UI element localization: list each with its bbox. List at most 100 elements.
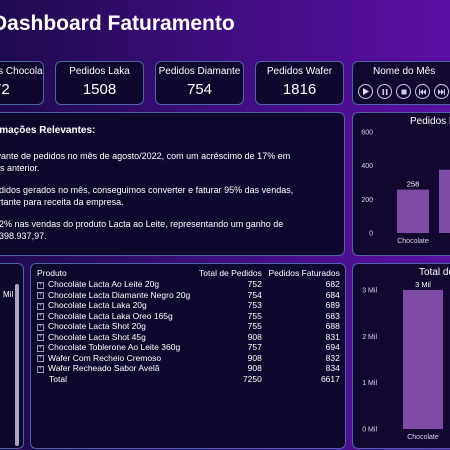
total-pedidos-cell: 752 [247,279,262,290]
pedidos-faturados-cell: 831 [325,331,340,342]
page-title: Dashboard Faturamento [0,12,235,35]
product-name: Chocolate Lacta Laka 20g [48,300,147,311]
y-tick-label: 400 [361,163,373,170]
pause-icon [382,88,387,95]
kpi-label: Pedidos Chocolate [0,66,43,77]
previous-button[interactable] [415,84,430,99]
table-row[interactable]: + Wafer Recheado Sabor Avelã 908 834 [37,363,340,374]
expand-icon[interactable]: + [37,281,44,289]
total-pedidos-cell: 755 [247,310,262,321]
x-tick-label: Chocolate [407,434,439,441]
column-header-total[interactable]: Total de Pedidos [199,267,262,278]
next-button[interactable] [434,84,449,99]
kpi-label: Pedidos Laka [69,66,130,77]
product-name-cell: + Chocolate Lacta Laka Oreo 165g [37,311,199,322]
slicer-scrollbar[interactable] [15,284,19,446]
product-name: Wafer Com Recheio Cremoso [48,352,162,363]
insight-line: receita de R$ 398.937,97. [0,231,47,241]
total-pedidos-cell: 757 [247,342,262,353]
kpi-value: 1508 [82,81,117,98]
kpi-card-diamante: Pedidos Diamante 754 [155,61,244,105]
chart-pedidos-panel: Pedidos N 0200400600258ChocolateW [352,112,450,256]
expand-icon[interactable]: + [37,302,44,310]
x-tick-label: Chocolate [397,238,429,245]
product-name: Chocolate Lacta Laka Oreo 165g [48,310,173,321]
kpi-label: Pedidos Diamante [158,66,241,77]
insight-line: Aumento de 22% nas vendas do produto Lac… [0,219,284,229]
expand-icon[interactable]: + [37,355,44,362]
kpi-card-wafer: Pedidos Wafer 1816 [255,61,344,105]
insight-line: Do total de pedidos gerados no mês, cons… [0,185,294,195]
table-row[interactable]: + Chocolate Toblerone Ao Leite 360g 757 694 [37,342,340,353]
table-row[interactable]: + Chocolate Lacta Diamante Negro 20g 754 68… [37,290,340,301]
play-icon [363,88,369,95]
y-tick-label: 1 Mil [362,380,377,387]
column-header-faturados[interactable]: Pedidos Faturados [268,267,340,278]
kpi-value: 754 [186,81,213,98]
total-value: 7250 [242,373,262,384]
product-table: Produto Total de Pedidos Pedidos Faturad… [37,266,340,384]
expand-icon[interactable]: + [37,292,44,299]
total-pedidos-cell: 754 [247,289,262,300]
play-button[interactable] [358,84,373,99]
table-row[interactable]: + Chocolate Lacta Laka 20g 753 689 [37,300,340,311]
product-name: Chocolate Toblerone Ao Leite 360g [48,342,181,353]
expand-icon[interactable]: + [37,365,44,373]
table-header-row: Produto Total de Pedidos Pedidos Faturad… [37,266,340,279]
y-tick-label: 0 [369,231,373,238]
expand-icon[interactable]: + [37,334,44,341]
column-header-produto[interactable]: Produto [37,267,67,278]
product-name-cell: + Wafer Com Recheio Cremoso [37,353,199,364]
total-pedidos-cell: 753 [247,300,262,311]
pedidos-faturados-cell: 688 [325,321,340,332]
table-row[interactable]: + Wafer Com Recheio Cremoso 908 832 [37,353,340,364]
pause-button[interactable] [377,84,392,99]
chart-title: Total de [419,267,450,278]
expand-icon[interactable]: + [37,313,44,320]
product-name-cell: + Chocolate Lacta Diamante Negro 20g [37,290,199,301]
data-label: 258 [407,180,420,189]
total-value: 6617 [320,373,340,384]
pedidos-faturados-cell: 683 [325,310,340,321]
pedidos-faturados-cell: 834 [325,363,340,374]
stop-button[interactable] [396,84,411,99]
table-row[interactable]: + Chocolate Lacta Ao Leite 20g 752 682 [37,279,340,290]
total-pedidos-cell: 908 [247,363,262,374]
total-pedidos-cell: 908 [247,352,262,363]
product-name: Chocolate Lacta Shot 20g [48,321,146,332]
chart-total-panel: Total de 0 Mil 1 Mil 2 Mil 3 Mil 3 Mil Chocol… [352,263,450,449]
play-controls [358,84,449,99]
insight-line: um fator importante para receita da empr… [0,197,124,207]
pedidos-faturados-cell: 694 [325,342,340,353]
expand-icon[interactable]: + [37,344,44,352]
chart-pedidos: 0200400600258ChocolateW [361,130,450,245]
table-total-row: Total 7250 6617 [37,374,340,385]
bar [403,289,443,429]
pedidos-faturados-cell: 682 [325,279,340,290]
product-table-panel: Produto Total de Pedidos Pedidos Faturad… [30,263,346,449]
product-name: Chocolate Lacta Shot 45g [48,331,146,342]
table-row[interactable]: + Chocolate Lacta Shot 45g 908 831 [37,332,340,343]
chart-title: Pedidos N [410,116,450,127]
kpi-value: 1772 [0,81,10,98]
stop-icon [401,89,406,94]
product-name-cell: + Chocolate Lacta Shot 45g [37,332,199,343]
left-slicer-panel: Mil [0,263,24,449]
insight-line: relação ao mês anterior. [0,163,40,173]
chart-total: 0 Mil 1 Mil 2 Mil 3 Mil 3 Mil Chocolate [362,280,443,441]
y-tick-label: 600 [361,130,373,137]
table-row[interactable]: + Chocolate Lacta Laka Oreo 165g 755 683 [37,311,340,322]
product-name-cell: + Chocolate Lacta Laka 20g [37,300,199,311]
total-pedidos-cell: 755 [247,321,262,332]
pedidos-faturados-cell: 689 [325,300,340,311]
slicer-item-label: Mil [3,290,14,299]
bar [397,189,429,233]
bar [439,169,450,233]
product-name-cell: + Chocolate Lacta Shot 20g [37,321,199,332]
kpi-card-chocolate: Pedidos Chocolate 1772 [0,61,44,105]
table-row[interactable]: + Chocolate Lacta Shot 20g 755 688 [37,321,340,332]
expand-icon[interactable]: + [37,323,44,331]
pedidos-faturados-cell: 832 [325,352,340,363]
kpi-card-laka: Pedidos Laka 1508 [55,61,144,105]
y-tick-label: 3 Mil [362,287,377,294]
